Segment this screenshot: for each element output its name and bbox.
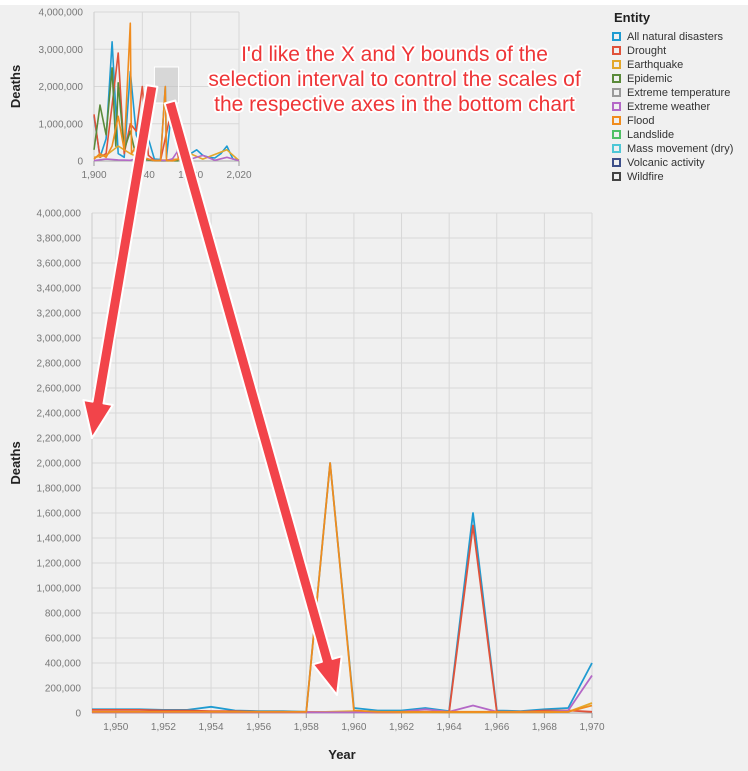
annotation-arrow — [163, 99, 343, 696]
top-strip — [0, 0, 748, 5]
legend-label: Mass movement (dry) — [627, 143, 734, 155]
legend-item[interactable]: Earthquake — [612, 58, 733, 72]
legend-item[interactable]: Extreme temperature — [612, 86, 733, 100]
x-tick-label: 1,968 — [532, 722, 557, 733]
legend-label: Wildfire — [627, 171, 664, 183]
legend-label: Earthquake — [627, 59, 684, 71]
series-line — [92, 524, 593, 714]
legend-item[interactable]: Extreme weather — [612, 100, 733, 114]
y-tick-label: 600,000 — [45, 634, 82, 645]
y-tick-label: 400,000 — [45, 659, 82, 670]
annotation-arrow — [82, 84, 159, 439]
y-tick-label: 0 — [77, 157, 83, 168]
legend-item[interactable]: Flood — [612, 114, 733, 128]
y-tick-label: 3,000,000 — [39, 45, 84, 56]
legend-item[interactable]: Drought — [612, 44, 733, 58]
y-tick-label: 2,600,000 — [37, 384, 82, 395]
x-tick-label: 1,962 — [389, 722, 414, 733]
y-tick-label: 3,000,000 — [37, 334, 82, 345]
legend-label: Volcanic activity — [627, 157, 705, 169]
y-tick-label: 4,000,000 — [39, 8, 84, 19]
legend-item[interactable]: Epidemic — [612, 72, 733, 86]
y-tick-label: 2,800,000 — [37, 359, 82, 370]
series-line — [92, 462, 593, 713]
legend-item[interactable]: Wildfire — [612, 170, 733, 184]
legend-swatch-icon — [612, 157, 621, 167]
legend-swatch-icon — [612, 87, 621, 97]
detail-chart: 1,950 1,952 1,954 1,956 1,958 1,960 1,962 1,964… — [8, 209, 605, 763]
legend-item[interactable]: Volcanic activity — [612, 156, 733, 170]
legend-swatch-icon — [612, 171, 621, 181]
x-axis-title: Year — [328, 747, 355, 762]
legend-label: Landslide — [627, 129, 675, 141]
x-tick-label: 1,960 — [341, 722, 366, 733]
y-tick-label: 2,200,000 — [37, 434, 82, 445]
y-tick-label: 0 — [75, 709, 81, 720]
legend-swatch-icon — [612, 143, 621, 153]
legend-label: Epidemic — [627, 73, 673, 85]
y-tick-label: 1,600,000 — [37, 509, 82, 520]
x-tick-label: 1,950 — [103, 722, 128, 733]
legend-label: Extreme temperature — [627, 87, 731, 99]
y-tick-label: 4,000,000 — [37, 209, 82, 220]
y-tick-label: 1,800,000 — [37, 484, 82, 495]
y-tick-label: 2,000,000 — [37, 459, 82, 470]
legend-swatch-icon — [612, 129, 621, 139]
annotation-text: I'd like the X and Y bounds of the selec… — [208, 43, 581, 116]
y-tick-label: 2,400,000 — [37, 409, 82, 420]
y-axis-title: Deaths — [8, 65, 23, 108]
legend: Entity All natural disasters Drought Earth… — [612, 10, 733, 184]
x-tick-label: 1,964 — [437, 722, 462, 733]
legend-item[interactable]: Mass movement (dry) — [612, 142, 733, 156]
y-tick-label: 800,000 — [45, 609, 82, 620]
legend-swatch-icon — [612, 73, 621, 83]
x-tick-label: 2,020 — [226, 170, 251, 181]
x-tick-label: 1,970 — [579, 722, 604, 733]
legend-swatch-icon — [612, 115, 621, 125]
y-tick-label: 2,000,000 — [39, 82, 84, 93]
x-tick-label: 1,954 — [199, 722, 224, 733]
x-tick-label: 1,966 — [484, 722, 509, 733]
y-axis-title: Deaths — [8, 441, 23, 484]
legend-title: Entity — [614, 10, 651, 25]
legend-item[interactable]: Landslide — [612, 128, 733, 142]
series-line — [92, 674, 593, 714]
annotation-arrows — [82, 84, 343, 696]
legend-swatch-icon — [612, 31, 621, 41]
y-tick-label: 1,000,000 — [39, 119, 84, 130]
y-tick-label: 3,600,000 — [37, 259, 82, 270]
legend-swatch-icon — [612, 45, 621, 55]
legend-label: Drought — [627, 45, 667, 57]
x-tick-label: 1,900 — [81, 170, 106, 181]
y-tick-label: 3,200,000 — [37, 309, 82, 320]
legend-items: All natural disasters Drought Earthquake Ep… — [612, 30, 733, 184]
y-tick-label: 1,400,000 — [37, 534, 82, 545]
y-tick-label: 1,000,000 — [37, 584, 82, 595]
legend-label: Extreme weather — [627, 101, 711, 113]
x-tick-label: 1,952 — [151, 722, 176, 733]
legend-swatch-icon — [612, 101, 621, 111]
x-tick-label: 1,958 — [294, 722, 319, 733]
y-tick-label: 3,800,000 — [37, 234, 82, 245]
x-tick-label: 1,956 — [246, 722, 271, 733]
y-tick-label: 3,400,000 — [37, 284, 82, 295]
legend-item[interactable]: All natural disasters — [612, 30, 733, 44]
selection-brush — [153, 66, 180, 104]
legend-swatch-icon — [612, 59, 621, 69]
legend-label: Flood — [627, 115, 655, 127]
y-tick-label: 200,000 — [45, 684, 82, 695]
y-tick-label: 1,200,000 — [37, 559, 82, 570]
legend-label: All natural disasters — [627, 31, 723, 43]
